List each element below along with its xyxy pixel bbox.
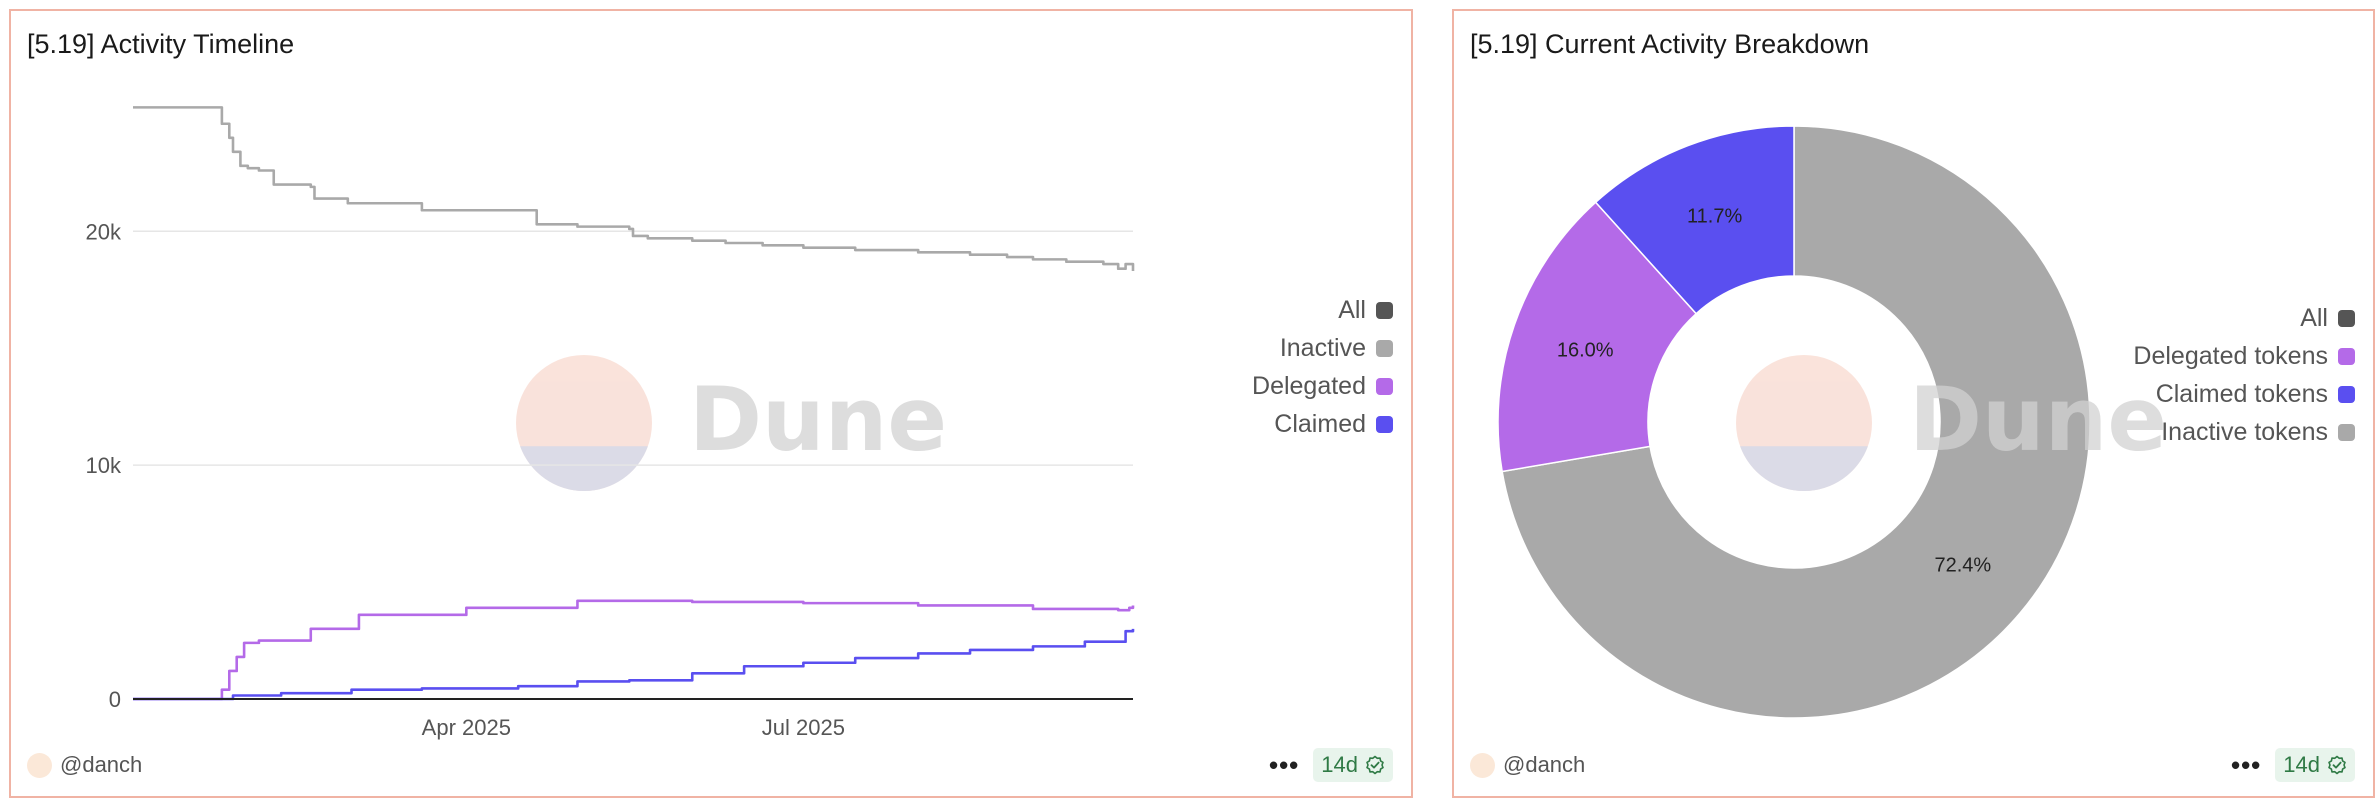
legend-swatch: [1376, 301, 1393, 319]
author-link[interactable]: @danch: [60, 752, 143, 777]
breakdown-legend: All Delegated tokens Claimed tokens Inac…: [2133, 299, 2355, 451]
legend-item-all[interactable]: All: [2133, 299, 2355, 337]
dune-watermark: Dune: [516, 355, 947, 491]
legend-swatch: [1376, 377, 1393, 395]
legend-label: Delegated: [1252, 371, 1366, 400]
y-tick-label: 10k: [86, 453, 122, 478]
series-line-delegated: [133, 599, 1135, 701]
legend-swatch: [2338, 347, 2355, 365]
panel-footer-actions: ••• 14d: [2231, 748, 2355, 782]
legend-label: Claimed tokens: [2155, 379, 2328, 408]
x-tick-label: Apr 2025: [422, 715, 511, 740]
verified-check-icon: [2328, 755, 2346, 775]
panel-footer: @danch: [27, 752, 142, 778]
legend-swatch: [2338, 423, 2355, 441]
refresh-badge-label: 14d: [1321, 752, 1358, 777]
legend-item-delegated[interactable]: Delegated: [1252, 367, 1393, 405]
activity-breakdown-donut-chart: 72.4% 16.0% 11.7% Dune: [1497, 125, 2167, 719]
donut-slice-inactive-tokens: [1501, 125, 2091, 719]
more-options-icon[interactable]: •••: [1268, 749, 1300, 780]
legend-label: Inactive tokens: [2161, 417, 2328, 446]
activity-timeline-panel: [5.19] Activity Timeline Dune 0 10k 20k Apr …: [9, 9, 1413, 798]
legend-label: Delegated tokens: [2133, 341, 2328, 370]
watermark-text: Dune: [689, 368, 947, 471]
avatar[interactable]: [27, 752, 52, 778]
activity-timeline-chart: Dune 0 10k 20k Apr 2025 Jul 2025: [86, 106, 1135, 740]
watermark-text: Dune: [1909, 368, 2167, 471]
refresh-badge[interactable]: 14d: [2275, 748, 2355, 782]
panel-title: [5.19] Current Activity Breakdown: [1470, 29, 1870, 59]
legend-label: Inactive: [1279, 333, 1366, 362]
x-tick-label: Jul 2025: [762, 715, 845, 740]
panel-footer-actions: ••• 14d: [1269, 748, 1393, 782]
legend-item-inactive-tokens[interactable]: Inactive tokens: [2133, 413, 2355, 451]
legend-label: All: [1338, 295, 1366, 324]
legend-swatch: [2338, 309, 2355, 327]
donut-slice-claimed-tokens: [1594, 125, 1795, 315]
series-line-inactive: [133, 106, 1135, 272]
watermark-logo-bottom: [520, 446, 648, 491]
y-tick-label: 0: [109, 687, 121, 712]
donut-slice-delegated-tokens: [1497, 201, 1698, 473]
legend-swatch: [1376, 339, 1393, 357]
slice-data-label: 16.0%: [1557, 339, 1614, 361]
slice-data-label: 11.7%: [1687, 206, 1742, 228]
timeline-legend: All Inactive Delegated Claimed: [1252, 291, 1393, 443]
panel-footer: @danch: [1470, 752, 1585, 778]
avatar[interactable]: [1470, 752, 1495, 778]
more-options-icon[interactable]: •••: [2230, 749, 2262, 780]
watermark-logo-bottom: [1740, 446, 1868, 491]
slice-data-label: 72.4%: [1934, 555, 1991, 577]
legend-item-all[interactable]: All: [1252, 291, 1393, 329]
legend-label: All: [2300, 303, 2328, 332]
series-line-claimed: [133, 628, 1135, 701]
dune-watermark: Dune: [1736, 355, 2167, 491]
panel-title: [5.19] Activity Timeline: [27, 29, 295, 59]
author-link[interactable]: @danch: [1503, 752, 1586, 777]
legend-swatch: [2338, 385, 2355, 403]
legend-swatch: [1376, 415, 1393, 433]
refresh-badge[interactable]: 14d: [1313, 748, 1393, 782]
verified-check-icon: [1366, 755, 1384, 775]
legend-item-inactive[interactable]: Inactive: [1252, 329, 1393, 367]
legend-item-claimed[interactable]: Claimed: [1252, 405, 1393, 443]
y-tick-label: 20k: [86, 219, 122, 244]
refresh-badge-label: 14d: [2283, 752, 2320, 777]
activity-breakdown-panel: [5.19] Current Activity Breakdown 72.4% 1…: [1452, 9, 2375, 798]
legend-label: Claimed: [1274, 409, 1366, 438]
legend-item-claimed-tokens[interactable]: Claimed tokens: [2133, 375, 2355, 413]
legend-item-delegated-tokens[interactable]: Delegated tokens: [2133, 337, 2355, 375]
